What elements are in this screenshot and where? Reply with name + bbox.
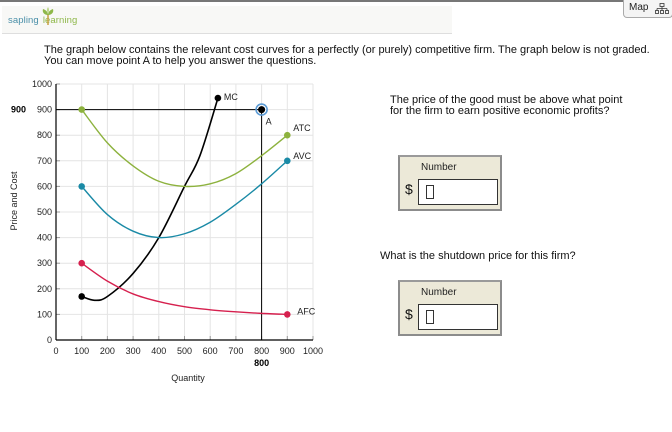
logo-text-sapling: sapling (8, 15, 39, 26)
y-tick-label: 100 (37, 309, 52, 319)
x-tick-label: 800 (254, 346, 269, 356)
map-button[interactable]: Map (623, 0, 672, 18)
x-tick-label: 700 (228, 346, 243, 356)
mc-end-handle[interactable] (214, 94, 222, 102)
question-1-text: The price of the good must be above what… (390, 94, 623, 117)
afc-curve (81, 262, 288, 316)
number-label: Number (421, 162, 457, 173)
y-tick-label: 200 (37, 284, 52, 294)
afc-end-handle[interactable] (284, 311, 291, 318)
atc-curve (81, 109, 288, 188)
x-tick-label: 500 (177, 346, 192, 356)
point-a-x-value: 800 (254, 358, 269, 368)
question-2-answer-input[interactable] (418, 304, 498, 330)
question-1-number-box: Number $ (398, 155, 502, 211)
sitemap-icon (655, 3, 669, 14)
x-tick-label: 400 (151, 346, 166, 356)
mc-start-handle[interactable] (78, 293, 85, 300)
sprout-icon (42, 7, 54, 25)
x-tick-label: 900 (280, 346, 295, 356)
question-1-answer-input[interactable] (418, 179, 498, 205)
question-2-number-box: Number $ (398, 280, 502, 336)
mc-label: MC (224, 92, 238, 102)
atc-start-handle[interactable] (78, 106, 85, 113)
y-tick-label: 0 (47, 335, 52, 345)
x-tick-label: 0 (53, 346, 58, 356)
point-a-selection-ring (255, 103, 268, 116)
avc-label: AVC (293, 151, 311, 161)
point-a-handle[interactable] (258, 106, 266, 114)
afc-start-handle[interactable] (78, 259, 85, 267)
x-tick-label: 600 (203, 346, 218, 356)
number-label: Number (421, 287, 457, 298)
point-a-label: A (266, 117, 272, 127)
avc-curve (81, 160, 288, 239)
avc-start-handle[interactable] (78, 183, 85, 190)
point-a-y-value: 900 (11, 105, 26, 115)
dollar-sign: $ (405, 306, 413, 322)
y-tick-label: 900 (37, 105, 52, 115)
map-label: Map (629, 2, 649, 13)
x-tick-label: 1000 (303, 346, 323, 356)
x-tick-label: 100 (74, 346, 89, 356)
sapling-learning-logo: sapling learning (8, 7, 78, 26)
x-axis-label: Quantity (171, 373, 205, 383)
text-cursor (426, 310, 434, 324)
y-tick-label: 1000 (32, 79, 52, 89)
instructions-text: The graph below contains the relevant co… (44, 44, 650, 67)
mc-curve (81, 97, 219, 302)
text-cursor (426, 185, 434, 199)
y-tick-label: 800 (37, 130, 52, 140)
x-tick-label: 300 (126, 346, 141, 356)
y-tick-label: 600 (37, 181, 52, 191)
logo-text-learning: learning (42, 15, 78, 26)
y-tick-label: 700 (37, 156, 52, 166)
afc-label: AFC (297, 306, 316, 316)
atc-end-handle[interactable] (284, 131, 291, 139)
question-2-text: What is the shutdown price for this firm… (380, 250, 576, 262)
top-border (0, 0, 672, 2)
y-tick-label: 500 (37, 207, 52, 217)
x-tick-label: 200 (100, 346, 115, 356)
dollar-sign: $ (405, 181, 413, 197)
y-tick-label: 400 (37, 233, 52, 243)
app-header: sapling learning (2, 6, 452, 34)
y-tick-label: 300 (37, 258, 52, 268)
avc-end-handle[interactable] (284, 157, 291, 165)
cost-curves-graph[interactable]: 0 100 200 300 400 500 600 700 800 900 1000 0 100 200 3… (0, 76, 360, 396)
atc-label: ATC (293, 123, 311, 133)
